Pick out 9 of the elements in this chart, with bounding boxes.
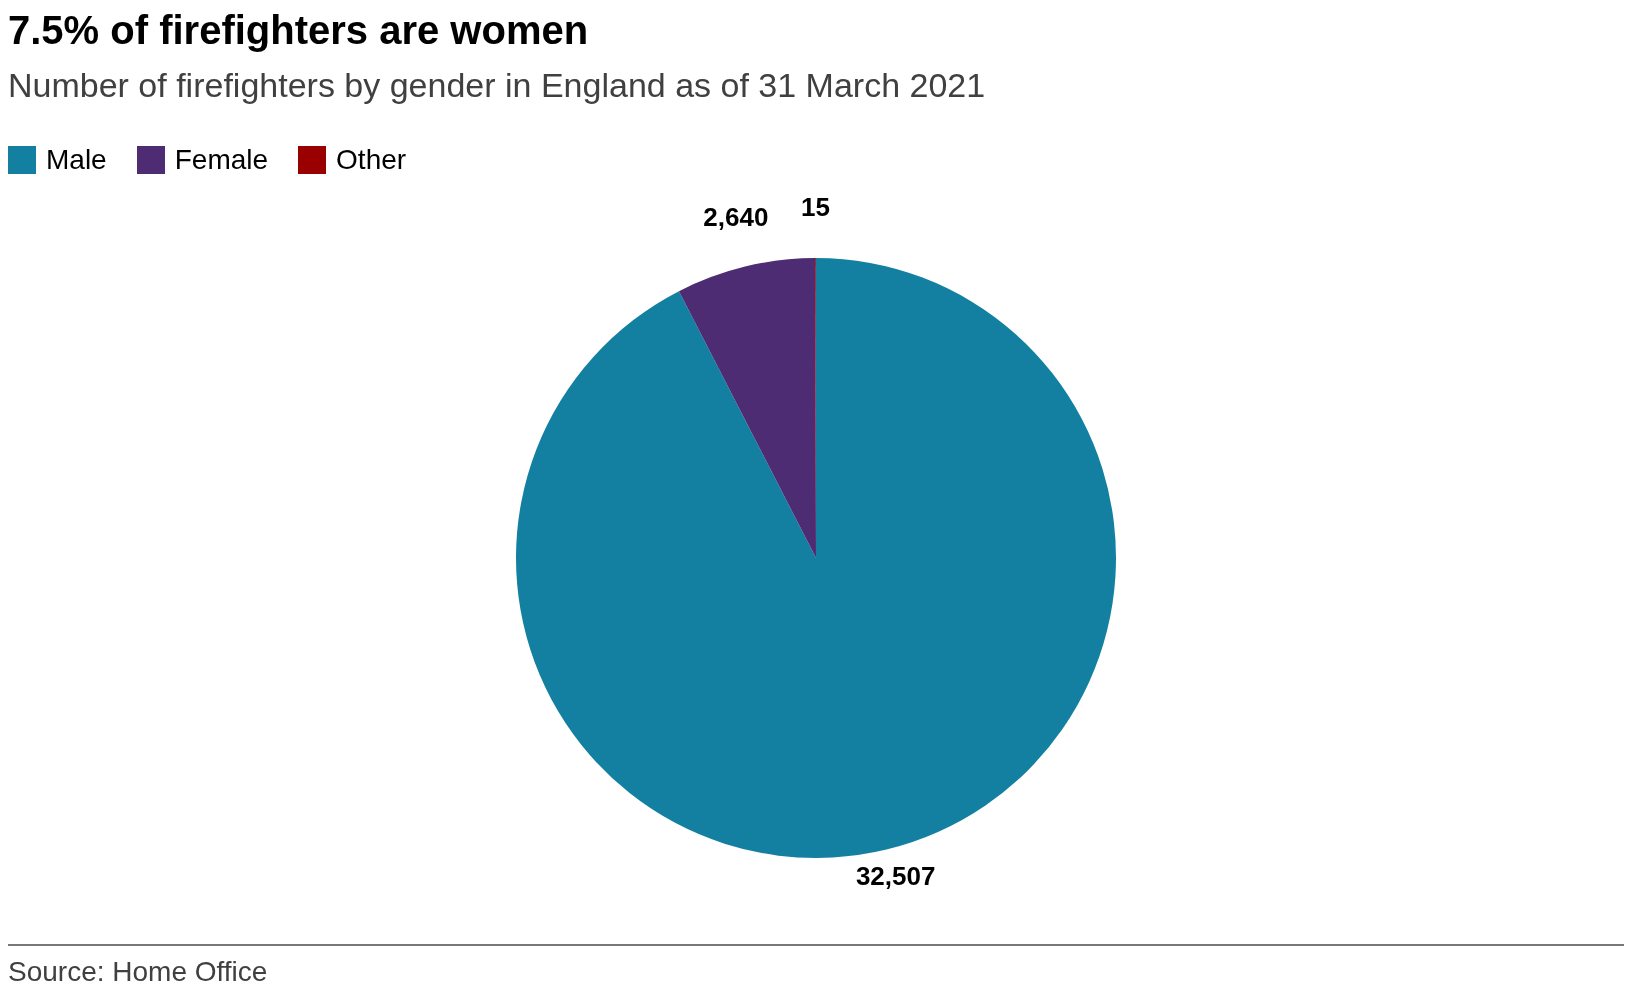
legend-label: Female bbox=[174, 144, 269, 176]
data-label: 32,507 bbox=[855, 860, 936, 891]
chart-subtitle: Number of firefighters by gender in England as of 31 March 2021 bbox=[8, 66, 986, 105]
chart-title: 7.5% of firefighters are women bbox=[8, 8, 589, 53]
data-label: 2,640 bbox=[703, 201, 769, 232]
source-note: Source: Home Office bbox=[8, 956, 268, 988]
legend-label: Male bbox=[46, 144, 107, 176]
legend-label: Other bbox=[336, 144, 407, 176]
data-label: 15 bbox=[801, 192, 831, 223]
